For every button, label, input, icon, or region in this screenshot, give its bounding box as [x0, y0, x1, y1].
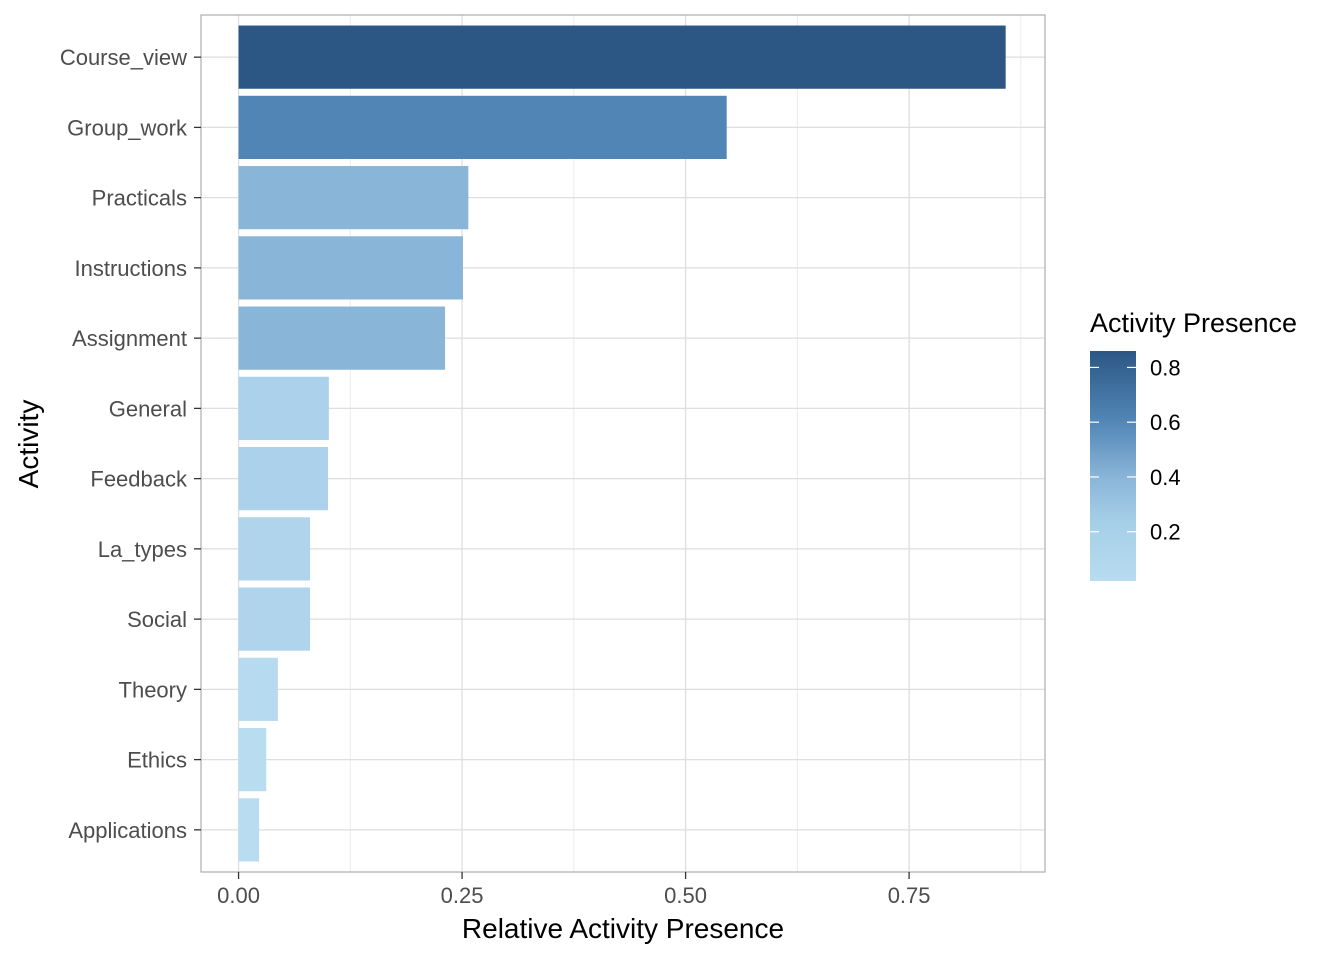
- y-tick-label: Ethics: [127, 748, 187, 773]
- bar-course-view: [238, 25, 1006, 89]
- bar-social: [238, 587, 311, 651]
- y-tick-label: Practicals: [92, 186, 187, 211]
- legend-tick-label: 0.8: [1150, 355, 1181, 380]
- legend-title: Activity Presence: [1090, 308, 1297, 338]
- bars-layer: [238, 25, 1006, 862]
- x-axis-title: Relative Activity Presence: [462, 913, 784, 944]
- bar-ethics: [238, 727, 267, 792]
- y-tick-label: La_types: [98, 537, 187, 562]
- y-tick-label: Group_work: [67, 115, 188, 140]
- x-tick-label: 0.25: [441, 883, 484, 908]
- bar-general: [238, 376, 329, 440]
- bar-theory: [238, 657, 278, 721]
- y-tick-label: Course_view: [60, 45, 187, 70]
- bar-practicals: [238, 166, 469, 230]
- bar-la-types: [238, 517, 311, 581]
- bar-assignment: [238, 306, 446, 370]
- x-tick-label: 0.75: [888, 883, 931, 908]
- legend-tick-label: 0.6: [1150, 410, 1181, 435]
- y-tick-label: Theory: [119, 677, 187, 702]
- x-tick-label: 0.00: [217, 883, 260, 908]
- y-tick-label: Assignment: [72, 326, 187, 351]
- y-tick-label: Feedback: [90, 467, 188, 492]
- legend: Activity Presence 0.2 0.4 0.6 0.8: [1090, 308, 1297, 581]
- legend-tick-label: 0.2: [1150, 520, 1181, 545]
- y-tick-label: Social: [127, 607, 187, 632]
- y-axis: Course_view Group_work Practicals Instructi…: [60, 45, 201, 843]
- y-tick-label: Instructions: [75, 256, 188, 281]
- x-tick-label: 0.50: [664, 883, 707, 908]
- bar-instructions: [238, 236, 463, 300]
- legend-tick-label: 0.4: [1150, 465, 1181, 490]
- plot-panel-border: [200, 14, 1046, 873]
- legend-ticks: 0.2 0.4 0.6 0.8: [1090, 355, 1181, 545]
- y-axis-title: Activity: [13, 400, 44, 489]
- legend-colorbar: [1090, 351, 1136, 581]
- bar-applications: [238, 798, 260, 862]
- bar-group-work: [238, 95, 727, 160]
- bar-feedback: [238, 447, 328, 511]
- y-tick-label: General: [109, 396, 187, 421]
- x-axis: 0.00 0.25 0.50 0.75: [217, 872, 931, 908]
- y-tick-label: Applications: [68, 818, 187, 843]
